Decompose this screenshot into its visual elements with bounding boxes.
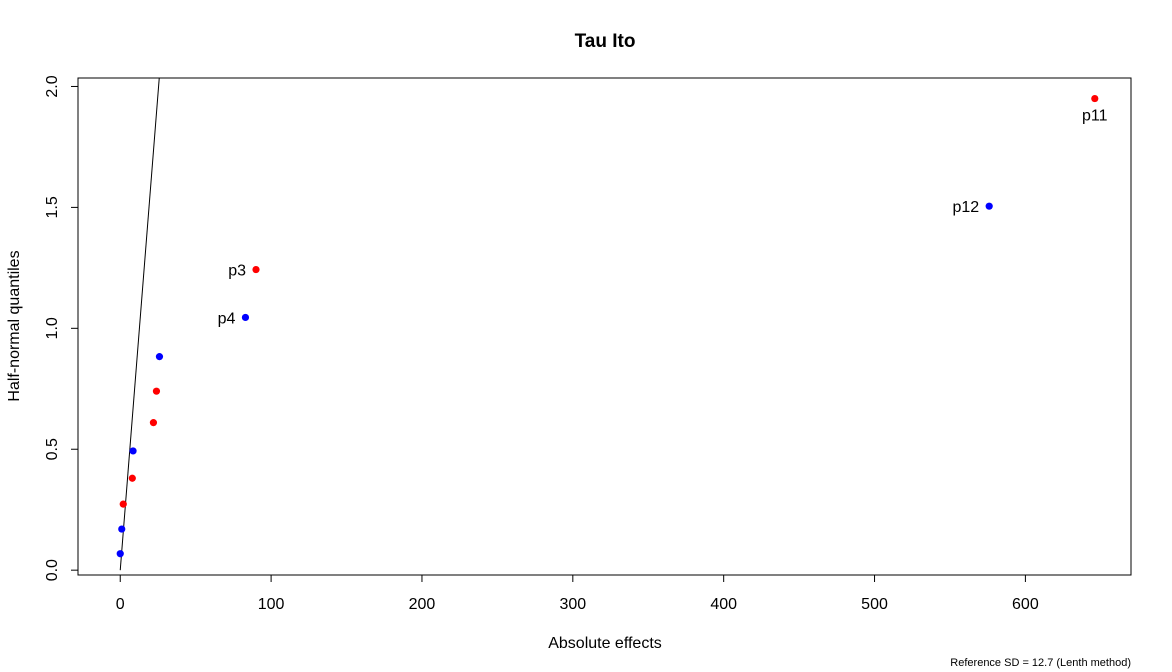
x-tick-label: 0 [116,596,125,613]
x-tick-label: 200 [409,596,436,613]
chart-title: Tau Ito [575,31,636,52]
data-point [118,525,126,533]
x-axis-label: Absolute effects [548,635,662,652]
data-point [116,550,124,558]
point-label: p12 [952,199,979,216]
y-tick-label: 0.5 [44,438,61,460]
point-label: p11 [1082,108,1108,125]
x-axis: 0 100 200 300 400 500 600 [116,574,1039,613]
y-tick-label: 0.0 [44,559,61,581]
x-tick-label: 400 [710,596,737,613]
y-tick-label: 1.0 [44,317,61,339]
point-label: p3 [228,263,246,280]
data-point [252,265,260,274]
data-point [985,202,993,210]
footnote: Reference SD = 12.7 (Lenth method) [950,657,1131,669]
data-point [128,474,136,482]
x-tick-label: 100 [258,596,285,613]
reference-line [119,78,160,571]
data-point [1091,94,1099,103]
data-point [129,447,137,455]
y-axis: 0.0 0.5 1.0 1.5 2.0 [44,75,79,581]
x-tick-label: 500 [861,596,888,613]
data-point [155,353,164,361]
data-point [241,313,250,322]
data-point [152,387,161,395]
data-point [149,419,158,427]
y-axis-label: Half-normal quantiles [6,250,23,401]
point-label: p4 [218,310,236,327]
x-tick-label: 600 [1012,596,1039,613]
y-tick-label: 2.0 [44,75,61,97]
data-point [119,500,127,508]
x-tick-label: 300 [559,596,586,613]
point-labels: p4 p3 p12 p11 [218,108,1108,328]
y-tick-label: 1.5 [44,196,61,218]
data-points [116,94,1099,558]
